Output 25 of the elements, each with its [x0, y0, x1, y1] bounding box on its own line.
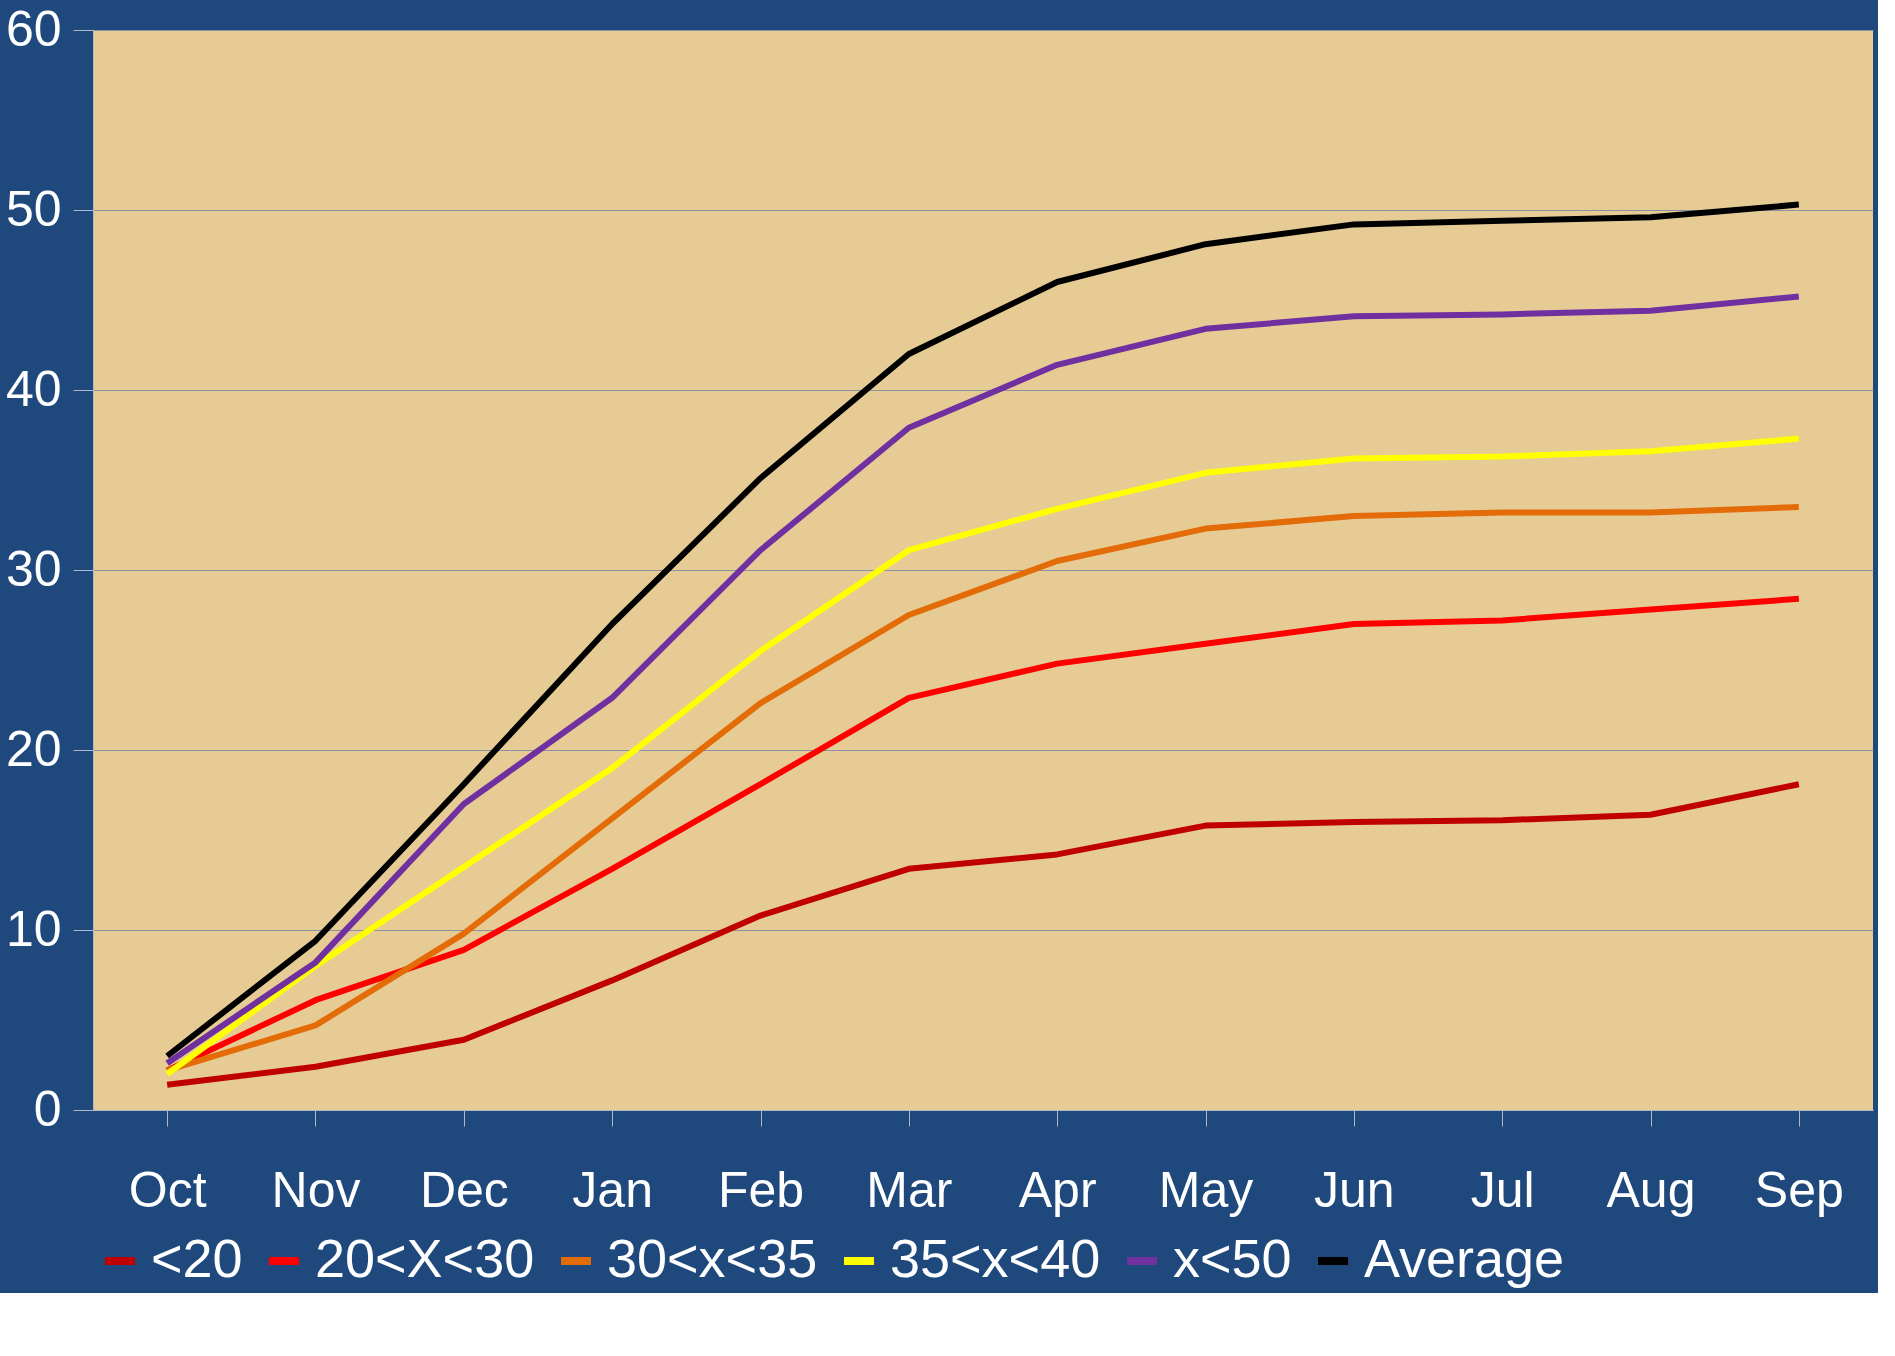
- legend-label: 20<X<30: [315, 1228, 535, 1288]
- legend-label: 30<x<35: [607, 1228, 818, 1288]
- x-tick-label: Dec: [419, 1161, 509, 1218]
- legend-label: Average: [1364, 1228, 1565, 1288]
- x-tick-label: Nov: [271, 1161, 361, 1218]
- legend-label: <20: [151, 1228, 243, 1288]
- x-tick-label: Feb: [717, 1161, 805, 1218]
- y-tick-label: 30: [5, 540, 62, 597]
- x-tick-label: Mar: [866, 1161, 953, 1218]
- x-tick-label: Sep: [1754, 1161, 1844, 1218]
- x-tick-label: Oct: [128, 1161, 207, 1218]
- x-tick-label: Jan: [572, 1161, 653, 1218]
- x-tick-label: Jun: [1314, 1161, 1395, 1218]
- y-tick-label: 0: [33, 1080, 62, 1137]
- legend-label: 35<x<40: [890, 1228, 1101, 1288]
- y-tick-label: 40: [5, 360, 62, 417]
- y-tick-label: 10: [5, 900, 62, 957]
- x-tick-label: Apr: [1018, 1161, 1097, 1218]
- y-tick-label: 60: [5, 0, 62, 57]
- y-tick-label: 50: [5, 180, 62, 237]
- x-tick-label: Aug: [1606, 1161, 1696, 1218]
- y-tick-label: 20: [5, 720, 62, 777]
- legend-label: x<50: [1173, 1228, 1292, 1288]
- x-tick-label: May: [1158, 1161, 1254, 1218]
- x-tick-label: Jul: [1470, 1161, 1535, 1218]
